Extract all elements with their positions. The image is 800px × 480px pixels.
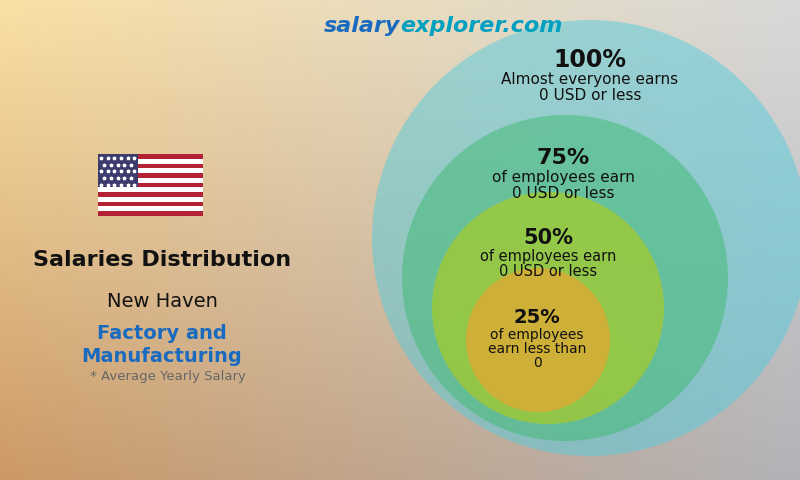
Bar [98,154,203,159]
Text: of employees: of employees [490,328,584,342]
Bar [98,178,203,182]
Bar [98,202,203,206]
Text: Factory and
Manufacturing: Factory and Manufacturing [82,324,242,367]
Text: 75%: 75% [536,148,590,168]
Circle shape [372,20,800,456]
Text: 0 USD or less: 0 USD or less [538,88,642,103]
Text: of employees earn: of employees earn [480,249,616,264]
Circle shape [432,192,664,424]
Bar [98,182,203,187]
Text: earn less than: earn less than [488,342,586,356]
Text: Salaries Distribution: Salaries Distribution [33,250,291,270]
Bar [98,211,203,216]
Text: * Average Yearly Salary: * Average Yearly Salary [90,370,246,383]
Circle shape [402,115,728,441]
Text: 0: 0 [533,356,542,370]
Bar [98,173,203,178]
Text: New Haven: New Haven [106,292,218,311]
Circle shape [466,268,610,412]
Bar [98,159,203,164]
Text: of employees earn: of employees earn [491,170,634,185]
Text: salary: salary [324,16,400,36]
Bar [98,192,203,197]
Bar [98,197,203,202]
Bar [98,164,203,168]
Text: Almost everyone earns: Almost everyone earns [502,72,678,87]
Text: 50%: 50% [523,228,573,248]
Bar [98,206,203,211]
Text: 25%: 25% [514,308,560,327]
Text: 0 USD or less: 0 USD or less [512,186,614,201]
Text: 100%: 100% [554,48,626,72]
Text: explorer.com: explorer.com [400,16,562,36]
Bar [98,168,203,173]
Bar [98,154,138,187]
Text: 0 USD or less: 0 USD or less [499,264,597,279]
Bar [98,187,203,192]
